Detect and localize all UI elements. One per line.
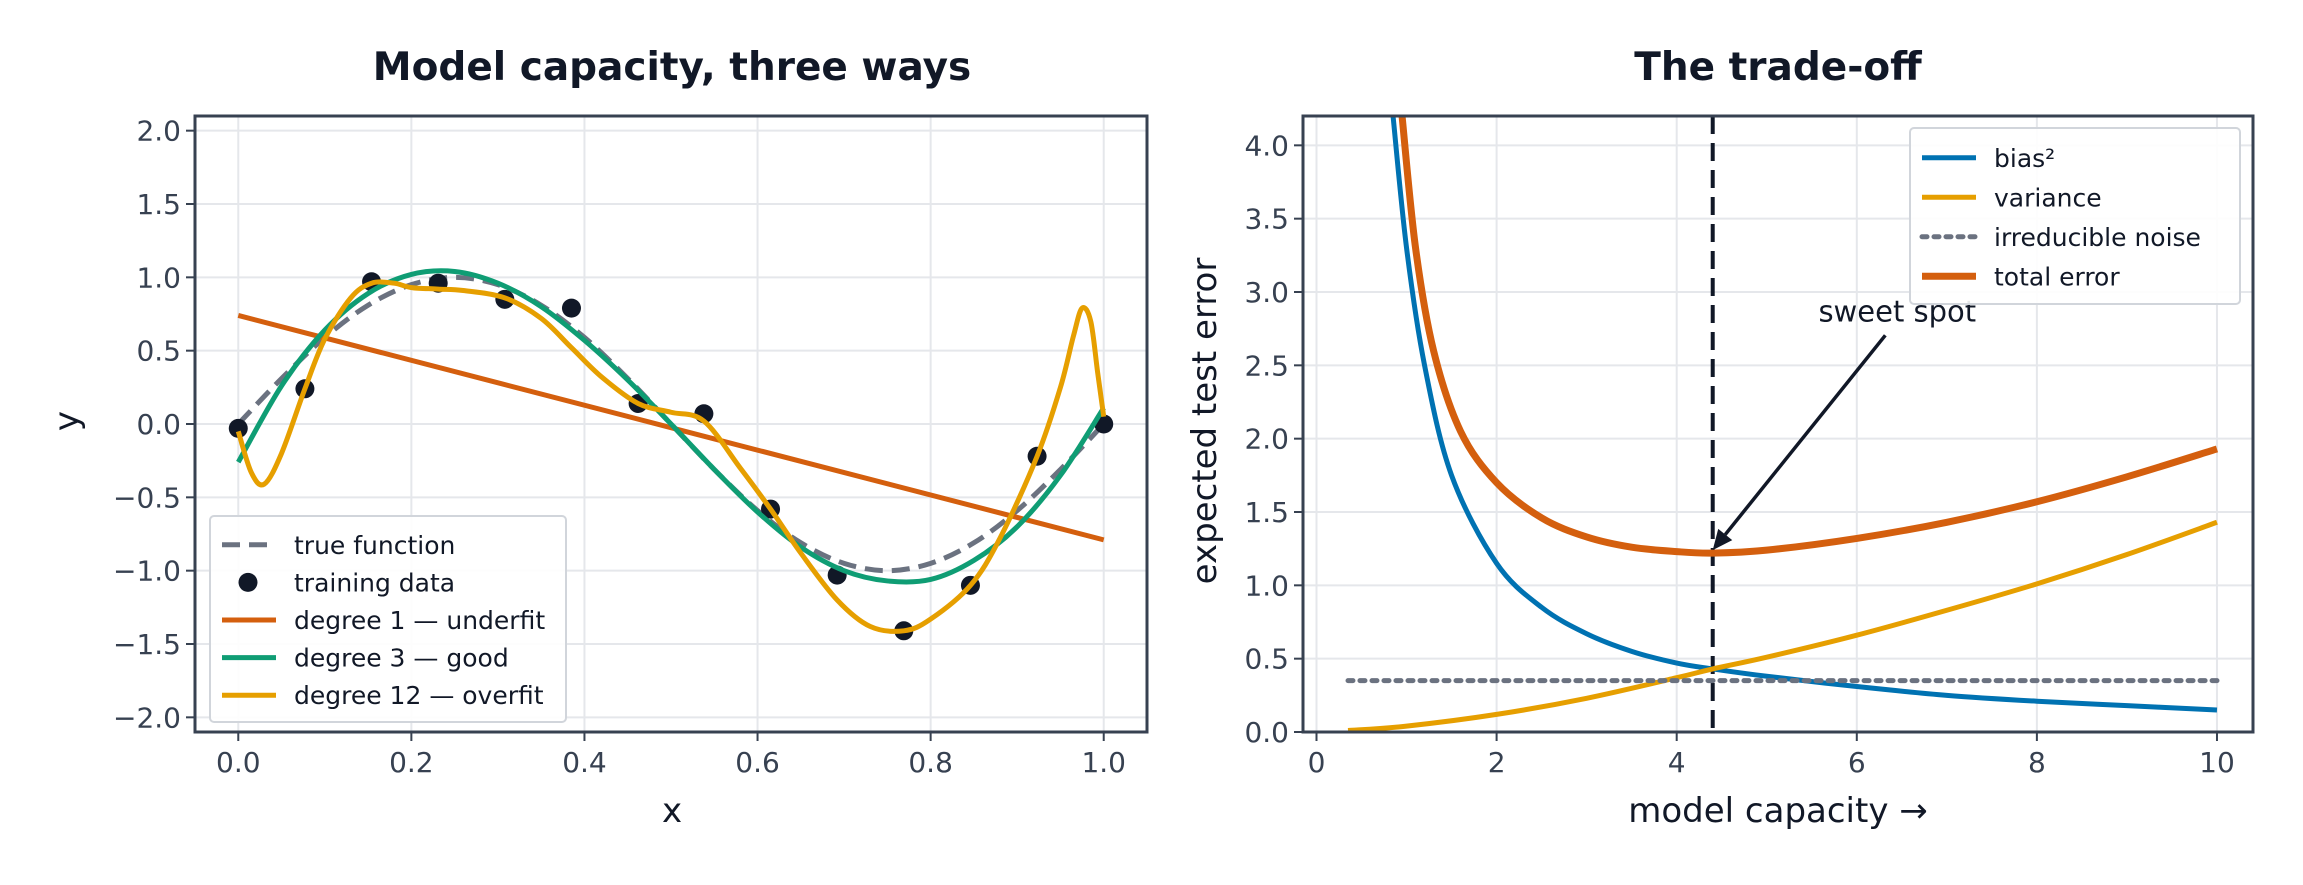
right-x-axis-label: model capacity → (1628, 791, 1928, 831)
right-chart-title: The trade-off (1634, 45, 1922, 90)
true-function-line (236, 274, 1106, 574)
degree-3-good-line (236, 268, 1106, 585)
left-y-tick-label: −1.0 (113, 555, 181, 588)
left-x-tick-label: 0.8 (908, 746, 953, 779)
left-x-tick-label: 0.0 (216, 746, 261, 779)
right-axis-ticks: 0 2 4 6 8 10 0.0 0.5 1.0 1.5 2.0 2.5 3.0 3.5 4.0 (1244, 129, 2234, 779)
right-axes-frame (1301, 114, 2255, 734)
left-legend-box (209, 515, 567, 723)
right-y-tick-label: 3.5 (1244, 203, 1289, 236)
bias-legend-label: bias² (1994, 144, 2055, 173)
left-y-axis-label: y (47, 411, 87, 431)
left-plot-area (228, 268, 1114, 641)
training-data-legend-swatch (238, 572, 258, 592)
right-y-tick-label: 4.0 (1244, 129, 1289, 162)
variance-legend-label: variance (1994, 183, 2102, 212)
irreducible-noise-legend-label: irreducible noise (1994, 223, 2201, 252)
right-y-tick-label: 3.0 (1244, 276, 1289, 309)
left-x-axis-label: x (662, 791, 682, 831)
right-legend-box (1909, 127, 2241, 305)
right-legend: bias² variance irreducible noise total erro… (1909, 127, 2241, 305)
right-x-tick-label: 10 (2199, 746, 2235, 779)
left-x-tick-label: 1.0 (1081, 746, 1126, 779)
right-y-tick-label: 0.5 (1244, 643, 1289, 676)
left-y-tick-label: 0.0 (136, 408, 181, 441)
sweet-spot-arrow-head (1712, 528, 1733, 551)
left-panel: Model capacity, three ways x y 0.0 0.2 0.4… (47, 45, 1149, 831)
degree-12-overfit-line (235, 279, 1107, 634)
right-y-tick-label: 0.0 (1244, 716, 1289, 749)
right-x-tick-label: 0 (1308, 746, 1326, 779)
left-chart-title: Model capacity, three ways (373, 45, 971, 90)
left-y-tick-label: −1.5 (113, 628, 181, 661)
left-y-tick-label: 1.0 (136, 261, 181, 294)
left-series-layer (228, 268, 1114, 641)
left-y-tick-label: 0.5 (136, 335, 181, 368)
right-gridlines (1303, 116, 2253, 733)
right-x-tick-label: 4 (1668, 746, 1686, 779)
right-y-tick-label: 2.0 (1244, 423, 1289, 456)
left-y-tick-label: −0.5 (113, 481, 181, 514)
sweet-spot-arrow-shaft (1723, 334, 1887, 536)
left-x-tick-label: 0.6 (735, 746, 780, 779)
left-axes-frame (193, 114, 1149, 734)
right-y-tick-label: 1.5 (1244, 496, 1289, 529)
right-x-tick-label: 6 (1848, 746, 1866, 779)
left-x-tick-label: 0.4 (562, 746, 607, 779)
data-point (228, 418, 248, 438)
right-x-tick-label: 2 (1488, 746, 1506, 779)
training-data-legend-label: training data (294, 568, 455, 597)
bias-line (1390, 116, 2218, 713)
right-panel: The trade-off model capacity → expected … (1185, 45, 2255, 831)
right-x-tick-label: 8 (2028, 746, 2046, 779)
right-y-axis-label: expected test error (1185, 258, 1225, 585)
total-error-legend-label: total error (1994, 262, 2120, 291)
left-y-tick-label: −2.0 (113, 701, 181, 734)
left-x-tick-label: 0.2 (389, 746, 434, 779)
right-y-tick-label: 1.0 (1244, 569, 1289, 602)
right-series-layer (1345, 116, 2220, 732)
left-y-tick-label: 2.0 (136, 115, 181, 148)
degree-1-underfit-line (237, 313, 1105, 543)
degree-12-overfit-legend-label: degree 12 — overfit (294, 681, 544, 710)
true-function-legend-label: true function (294, 531, 455, 560)
right-y-tick-label: 2.5 (1244, 349, 1289, 382)
degree-3-good-legend-label: degree 3 — good (294, 644, 509, 673)
left-axis-ticks: 0.0 0.2 0.4 0.6 0.8 1.0 2.0 1.5 1.0 0.5 0.0 −0.5 −1.… (113, 115, 1126, 779)
total-error-line (1398, 116, 2219, 557)
left-legend: true function training data degree 1 — und… (209, 515, 567, 723)
data-point (561, 298, 581, 318)
left-y-tick-label: 1.5 (136, 188, 181, 221)
right-plot-area (1345, 116, 2220, 732)
variance-line (1347, 519, 2218, 732)
degree-1-underfit-legend-label: degree 1 — underfit (294, 606, 545, 635)
